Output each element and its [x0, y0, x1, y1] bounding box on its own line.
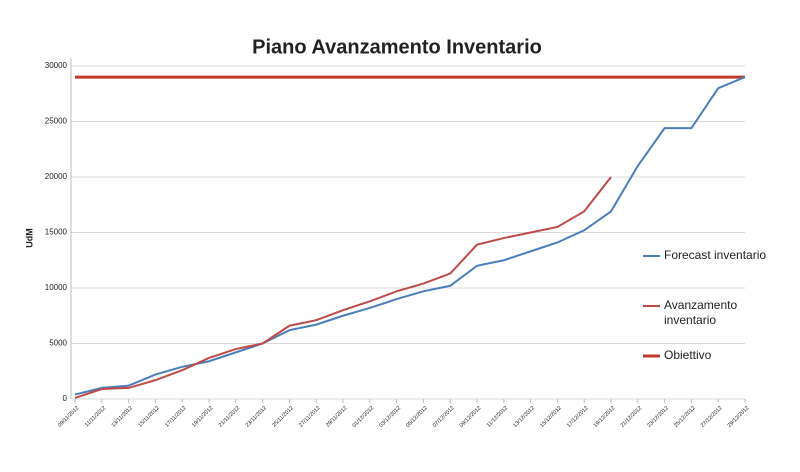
y-axis-label: UdM: [24, 228, 34, 248]
series-line: [74, 176, 612, 399]
x-tick-label: 17/12/2012: [566, 405, 590, 429]
x-tick-label: 25/12/2012: [673, 405, 697, 429]
x-tick-label: 29/11/2012: [325, 405, 348, 428]
y-tick-label: 10000: [45, 283, 68, 292]
x-tick-label: 07/12/2012: [432, 405, 456, 429]
x-tick-label: 15/11/2012: [137, 405, 160, 428]
series-line: [74, 76, 746, 396]
x-tick-label: 09/12/2012: [459, 405, 483, 429]
x-tick-label: 23/12/2012: [646, 405, 670, 429]
x-tick-label: 29/12/2012: [727, 405, 751, 429]
legend-label: Avanzamento inventario: [664, 298, 738, 327]
x-tick-label: 23/11/2012: [245, 405, 268, 428]
x-tick-label: 19/11/2012: [191, 405, 214, 428]
x-tick-label: 11/11/2012: [84, 405, 107, 428]
y-tick-label: 0: [63, 394, 68, 403]
x-tick-label: 03/12/2012: [378, 405, 402, 429]
legend-label: Forecast inventario: [664, 248, 767, 262]
y-tick-label: 5000: [49, 339, 67, 348]
x-tick-label: 05/12/2012: [405, 405, 429, 429]
x-tick-label: 27/11/2012: [298, 405, 321, 428]
x-tick-label: 13/12/2012: [512, 405, 536, 429]
chart-title: Piano Avanzamento Inventario: [252, 36, 542, 58]
y-tick-label: 20000: [45, 172, 68, 181]
y-tick-label: 25000: [45, 117, 68, 126]
x-tick-label: 19/12/2012: [593, 405, 617, 429]
x-tick-label: 17/11/2012: [164, 405, 187, 428]
x-tick-label: 09/11/2012: [57, 405, 80, 428]
x-tick-label: 15/12/2012: [539, 405, 563, 429]
y-tick-label: 30000: [45, 61, 68, 70]
x-tick-label: 27/12/2012: [700, 405, 724, 429]
x-tick-label: 11/12/2012: [486, 405, 509, 428]
x-tick-label: 13/11/2012: [111, 405, 134, 428]
y-tick-label: 15000: [45, 228, 68, 237]
legend-label: Obiettivo: [664, 348, 712, 362]
x-tick-label: 25/11/2012: [271, 405, 294, 428]
x-tick-label: 01/12/2012: [352, 405, 376, 429]
x-tick-label: 21/11/2012: [218, 405, 241, 428]
x-tick-label: 21/12/2012: [620, 405, 644, 429]
